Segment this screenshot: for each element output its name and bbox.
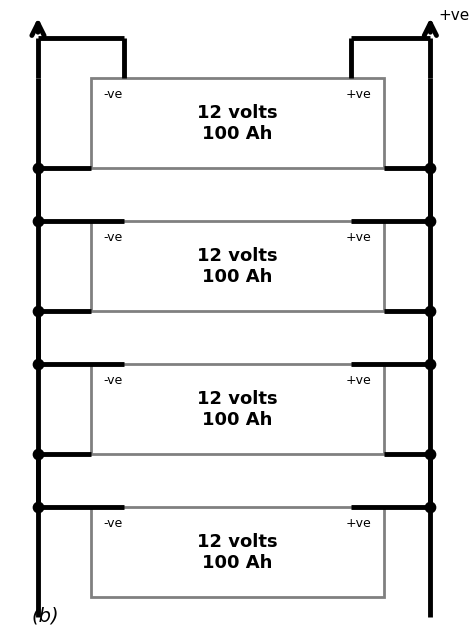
Text: 12 volts
100 Ah: 12 volts 100 Ah [197, 390, 278, 428]
Point [427, 502, 434, 512]
Point [427, 449, 434, 459]
Text: -ve: -ve [103, 517, 122, 530]
Text: -ve: -ve [103, 88, 122, 101]
Point [427, 216, 434, 227]
Text: +ve: +ve [346, 374, 372, 387]
Bar [91, 78, 384, 168]
Point [34, 163, 42, 173]
Text: (b): (b) [31, 607, 59, 626]
Point [427, 306, 434, 316]
Point [34, 359, 42, 369]
Text: -ve: -ve [103, 231, 122, 244]
Point [34, 306, 42, 316]
Point [34, 216, 42, 227]
Text: 12 volts
100 Ah: 12 volts 100 Ah [197, 533, 278, 571]
Text: 12 volts
100 Ah: 12 volts 100 Ah [197, 104, 278, 143]
Point [34, 502, 42, 512]
Bar [91, 364, 384, 454]
Text: +ve: +ve [346, 231, 372, 244]
Bar [91, 221, 384, 311]
Text: +ve: +ve [438, 8, 470, 22]
Text: +ve: +ve [346, 517, 372, 530]
Text: 12 volts
100 Ah: 12 volts 100 Ah [197, 247, 278, 286]
Bar [91, 507, 384, 597]
Point [427, 163, 434, 173]
Text: -ve: -ve [103, 374, 122, 387]
Text: +ve: +ve [346, 88, 372, 101]
Point [427, 359, 434, 369]
Point [34, 449, 42, 459]
